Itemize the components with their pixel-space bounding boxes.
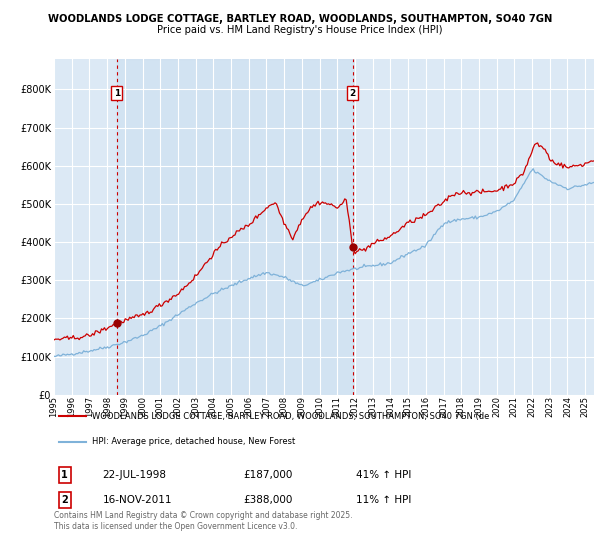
Text: 41% ↑ HPI: 41% ↑ HPI bbox=[356, 470, 412, 479]
Text: Price paid vs. HM Land Registry's House Price Index (HPI): Price paid vs. HM Land Registry's House … bbox=[157, 25, 443, 35]
Text: 2: 2 bbox=[61, 495, 68, 505]
Text: 2: 2 bbox=[350, 88, 356, 97]
Text: WOODLANDS LODGE COTTAGE, BARTLEY ROAD, WOODLANDS, SOUTHAMPTON, SO40 7GN (de: WOODLANDS LODGE COTTAGE, BARTLEY ROAD, W… bbox=[92, 412, 489, 421]
Text: 11% ↑ HPI: 11% ↑ HPI bbox=[356, 495, 412, 505]
Text: 1: 1 bbox=[61, 470, 68, 479]
Text: HPI: Average price, detached house, New Forest: HPI: Average price, detached house, New … bbox=[92, 437, 295, 446]
Bar bbox=[117, 59, 353, 395]
Text: £388,000: £388,000 bbox=[243, 495, 292, 505]
Text: WOODLANDS LODGE COTTAGE, BARTLEY ROAD, WOODLANDS, SOUTHAMPTON, SO40 7GN: WOODLANDS LODGE COTTAGE, BARTLEY ROAD, W… bbox=[48, 14, 552, 24]
Text: 16-NOV-2011: 16-NOV-2011 bbox=[103, 495, 172, 505]
Text: Contains HM Land Registry data © Crown copyright and database right 2025.
This d: Contains HM Land Registry data © Crown c… bbox=[54, 511, 353, 531]
Text: 1: 1 bbox=[114, 88, 120, 97]
Text: £187,000: £187,000 bbox=[243, 470, 292, 479]
Text: 22-JUL-1998: 22-JUL-1998 bbox=[103, 470, 167, 479]
